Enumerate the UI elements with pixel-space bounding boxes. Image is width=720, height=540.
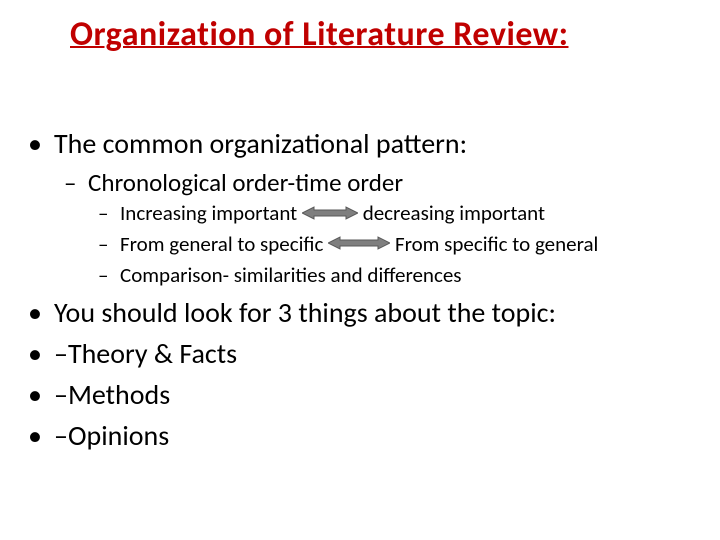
bullet-lvl3: Comparison- similarities and differences	[98, 262, 700, 289]
bullet-lvl1: –Theory & Facts	[28, 336, 700, 371]
bullet-lvl3: Increasing important decreasing importan…	[98, 200, 700, 229]
bullet-lvl1: You should look for 3 things about the t…	[28, 295, 700, 330]
text-right: From specific to general	[395, 231, 598, 257]
text-left: From general to specific	[120, 231, 323, 257]
bullet-lvl2: Chronological order-time order	[64, 167, 700, 198]
slide: Organization of Literature Review: The c…	[0, 0, 720, 540]
slide-title: Organization of Literature Review:	[70, 14, 690, 55]
double-arrow-icon	[302, 200, 358, 227]
bullet-lvl1: –Methods	[28, 377, 700, 412]
slide-body: The common organizational pattern: Chron…	[28, 120, 700, 459]
bullet-lvl1: The common organizational pattern:	[28, 126, 700, 161]
text-right: decreasing important	[363, 200, 545, 226]
double-arrow-icon	[328, 230, 390, 257]
text-left: Increasing important	[120, 200, 297, 226]
bullet-lvl3: From general to specific From specific t…	[98, 231, 700, 260]
bullet-lvl1: –Opinions	[28, 418, 700, 453]
